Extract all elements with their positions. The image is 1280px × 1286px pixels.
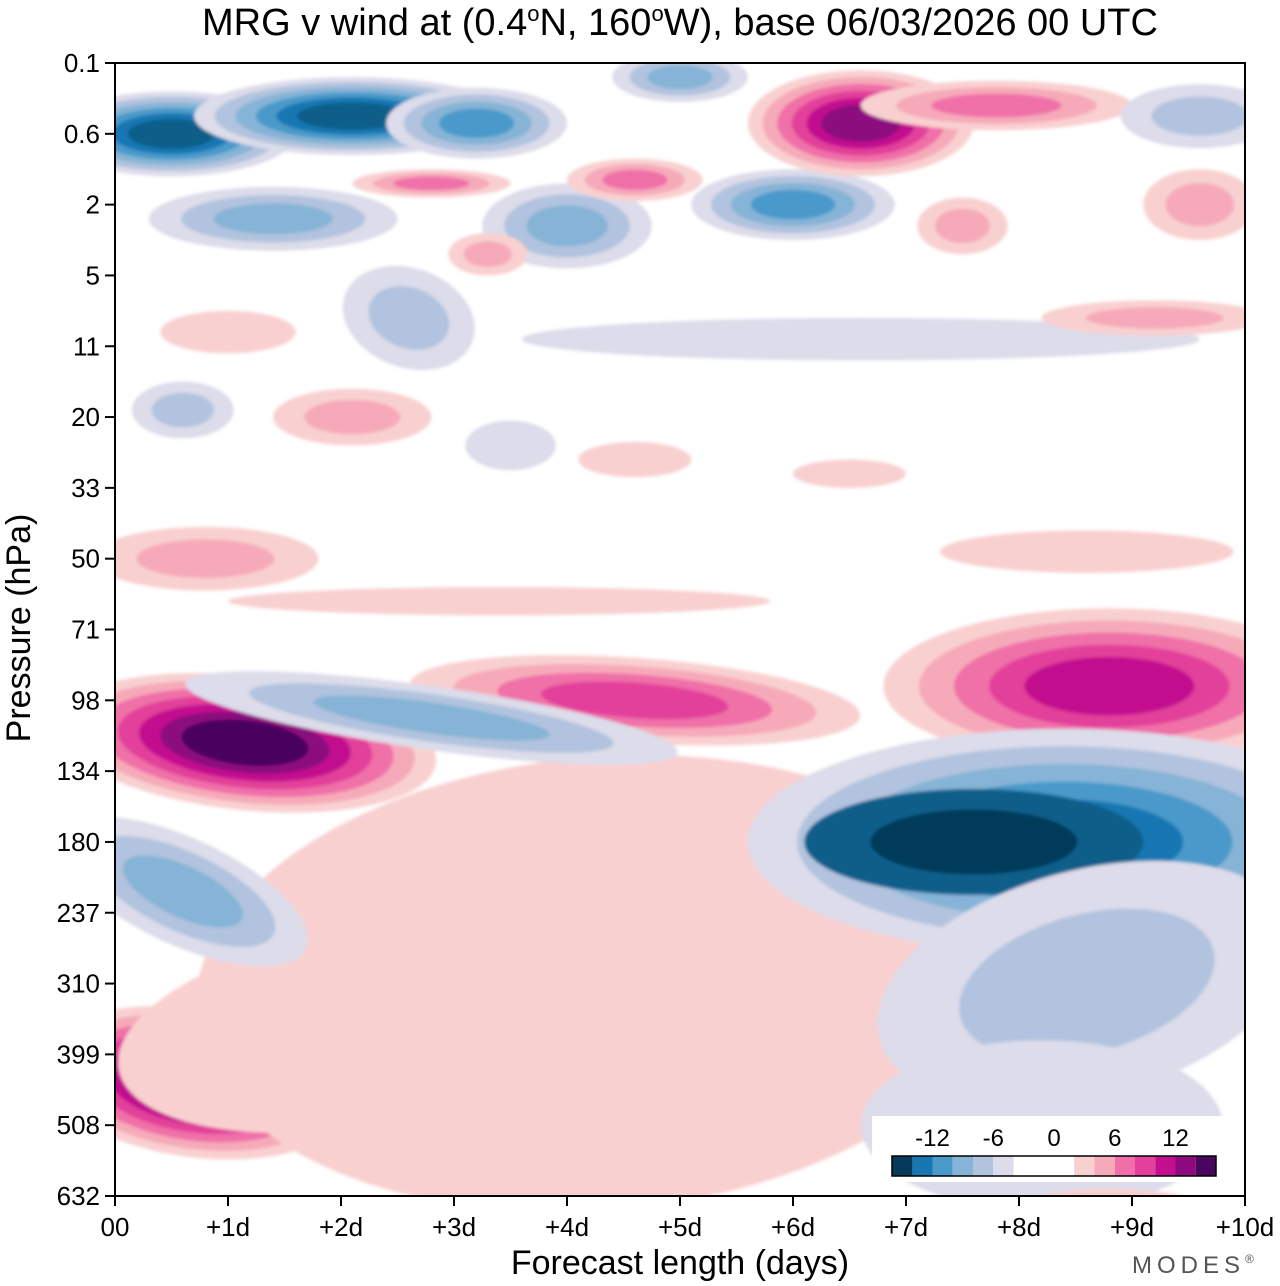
y-tick-label: 11 bbox=[73, 331, 100, 361]
title-lon-degree: o bbox=[651, 1, 663, 26]
contour-blob-37-level-0 bbox=[578, 441, 692, 478]
colorbar-frame bbox=[891, 1155, 1217, 1177]
colorbar-swatch bbox=[932, 1156, 953, 1176]
x-tick-label: +1d bbox=[206, 1212, 250, 1242]
title-lat-degree: o bbox=[527, 1, 539, 26]
contour-blob-16-level-5 bbox=[296, 102, 408, 130]
contour-blob-36-level-0 bbox=[465, 420, 556, 471]
contour-blob-35-level-1 bbox=[151, 392, 214, 428]
colorbar-swatch bbox=[973, 1156, 994, 1176]
y-tick-label: 0.1 bbox=[64, 48, 100, 78]
contour-blob-23-level-2 bbox=[647, 65, 713, 90]
contour-blob-12-level-1 bbox=[959, 908, 1215, 1059]
contour-blob-29-level-1 bbox=[463, 241, 513, 268]
x-tick-label: +2d bbox=[319, 1212, 363, 1242]
colorbar-swatch bbox=[1033, 1156, 1075, 1176]
colorbar-swatch bbox=[952, 1156, 973, 1176]
brand-mark: ® bbox=[1245, 1252, 1254, 1266]
contour-field bbox=[115, 63, 1245, 1196]
x-tick-label: +5d bbox=[658, 1212, 702, 1242]
y-tick-label: 399 bbox=[57, 1039, 100, 1069]
colorbar-swatch bbox=[1074, 1156, 1095, 1176]
contour-blob-33-level-0 bbox=[160, 310, 296, 354]
colorbar-swatch-min bbox=[892, 1156, 913, 1176]
colorbar-tick-label: 6 bbox=[1108, 1125, 1121, 1152]
contour-blob-39-level-1 bbox=[136, 539, 275, 579]
colorbar-swatch bbox=[912, 1156, 933, 1176]
colorbar-swatch bbox=[1135, 1156, 1156, 1176]
contour-blob-41-level-0 bbox=[939, 530, 1234, 573]
colorbar-swatch bbox=[1175, 1156, 1196, 1176]
x-tick-label: 00 bbox=[101, 1212, 130, 1242]
contour-blob-38-level-0 bbox=[793, 459, 906, 488]
contour-blob-24-level-1 bbox=[1151, 96, 1245, 136]
colorbar-swatch bbox=[1155, 1156, 1176, 1176]
colorbar-swatch bbox=[1094, 1156, 1115, 1176]
contour-blob-7-level-3 bbox=[541, 681, 729, 720]
contour-blob-30-level-1 bbox=[368, 286, 450, 350]
colorbar-swatch bbox=[1114, 1156, 1135, 1176]
colorbar-tick-label: -12 bbox=[915, 1125, 950, 1152]
contour-blob-40-level-0 bbox=[228, 587, 771, 616]
contour-blob-17-level-3 bbox=[439, 108, 515, 138]
contour-blob-32-level-1 bbox=[1085, 307, 1224, 329]
contour-blob-6-level-2 bbox=[122, 855, 243, 928]
y-axis: 0.1 0.6 2 5 11 20 33 50 71 98 134 180 237 310 399 508 63… bbox=[57, 48, 115, 1211]
contour-blob-14-level-0 bbox=[1034, 1188, 1185, 1196]
x-axis-title: Forecast length (days) bbox=[511, 1244, 849, 1282]
colorbar: -12 -6 0 6 12 bbox=[872, 1116, 1228, 1182]
brand-logo: MODES® bbox=[1132, 1252, 1254, 1279]
colorbar-tick-label: 0 bbox=[1047, 1125, 1060, 1152]
contour-blob-19-level-2 bbox=[526, 205, 608, 247]
y-tick-label: 2 bbox=[86, 190, 100, 220]
contour-blob-15-level-5 bbox=[127, 118, 216, 149]
y-tick-label: 50 bbox=[71, 544, 100, 574]
contour-blob-25-level-2 bbox=[393, 176, 470, 191]
x-tick-label: +3d bbox=[432, 1212, 476, 1242]
colorbar-swatch bbox=[993, 1156, 1014, 1176]
brand-text: MODES bbox=[1132, 1252, 1245, 1279]
y-tick-label: 508 bbox=[57, 1110, 100, 1140]
contour-blob-28-level-1 bbox=[1165, 183, 1235, 227]
colorbar-tick-label: -6 bbox=[983, 1125, 1004, 1152]
colorbar-swatch bbox=[1013, 1156, 1034, 1176]
contour-blob-22-level-2 bbox=[931, 93, 1062, 118]
y-tick-label: 237 bbox=[57, 898, 100, 928]
y-tick-label: 71 bbox=[71, 615, 100, 645]
x-axis: 00 +1d +2d +3d +4d +5d +6d +7d +8d +9d +10d bbox=[101, 1196, 1275, 1242]
y-tick-label: 310 bbox=[57, 969, 100, 999]
y-tick-label: 0.6 bbox=[64, 119, 100, 149]
contour-blob-9-level-4 bbox=[1024, 656, 1195, 716]
contour-blob-8-level-2 bbox=[313, 695, 550, 741]
contour-blob-31-level-0 bbox=[521, 317, 1200, 361]
x-tick-label: +7d bbox=[884, 1212, 928, 1242]
x-tick-label: +6d bbox=[771, 1212, 815, 1242]
x-tick-label: +4d bbox=[545, 1212, 589, 1242]
contour-blob-18-level-2 bbox=[213, 203, 333, 235]
contour-blob-20-level-3 bbox=[750, 189, 836, 220]
colorbar-swatch bbox=[1195, 1156, 1216, 1176]
x-tick-label: +10d bbox=[1216, 1212, 1275, 1242]
y-tick-label: 180 bbox=[57, 827, 100, 857]
y-axis-title: Pressure (hPa) bbox=[0, 514, 38, 743]
title-prefix: MRG v wind at (0.4 bbox=[202, 2, 527, 44]
y-tick-label: 33 bbox=[71, 473, 100, 503]
contour-blob-27-level-1 bbox=[934, 208, 991, 244]
y-tick-label: 5 bbox=[86, 260, 100, 290]
y-tick-label: 134 bbox=[57, 756, 100, 786]
y-tick-label: 98 bbox=[71, 685, 100, 715]
colorbar-tick-label: 12 bbox=[1162, 1125, 1189, 1152]
title-lat-suffix: N, 160 bbox=[539, 2, 651, 44]
contour-blob-11-level-1 bbox=[870, 809, 1078, 875]
y-tick-label: 632 bbox=[57, 1181, 100, 1211]
x-tick-label: +9d bbox=[1110, 1212, 1154, 1242]
contour-blob-34-level-1 bbox=[304, 399, 401, 435]
contour-blob-26-level-2 bbox=[602, 169, 668, 191]
y-tick-label: 20 bbox=[71, 402, 100, 432]
contour-blob-0-level-6 bbox=[181, 719, 309, 766]
x-tick-label: +8d bbox=[997, 1212, 1041, 1242]
title-lon-suffix: W), base 06/03/2026 00 UTC bbox=[664, 2, 1158, 44]
chart-title: MRG v wind at (0.4oN, 160oW), base 06/03… bbox=[202, 1, 1158, 44]
